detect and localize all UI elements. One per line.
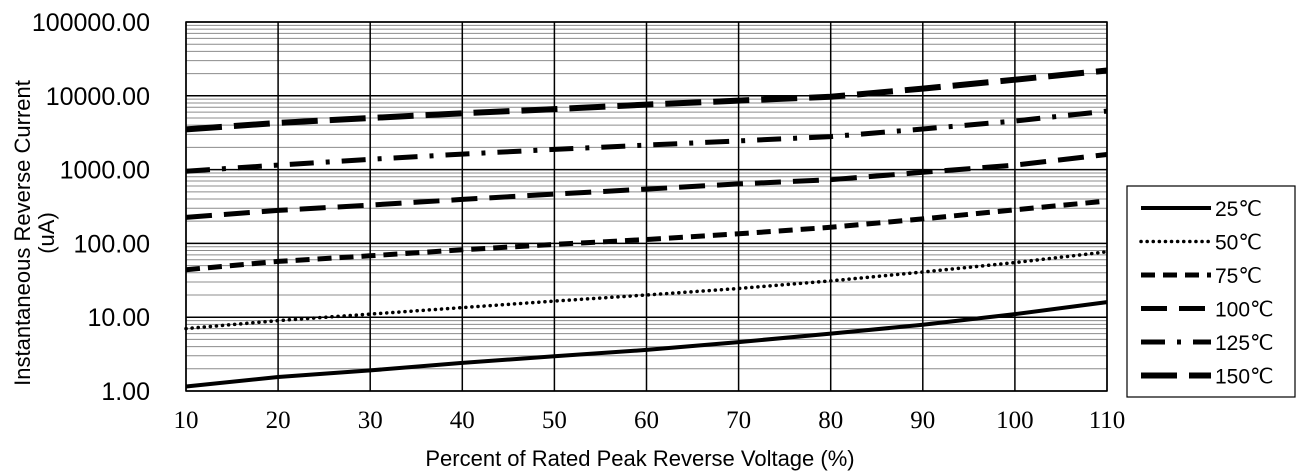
legend-label: 150℃ [1215, 366, 1274, 389]
x-tick-label: 90 [910, 407, 935, 434]
series-line-1 [185, 300, 1108, 389]
grid [185, 21, 1108, 392]
x-tick-label: 20 [266, 407, 291, 434]
legend-label: 100℃ [1215, 299, 1274, 322]
series-line-4 [185, 152, 1108, 220]
y-tick-label: 1000.00 [60, 157, 150, 185]
y-tick-labels: 1.00 10.00 100.00 1000.00 10000.00 100000.00 [32, 9, 150, 406]
legend-box [1126, 185, 1296, 398]
y-tick-label: 1.00 [101, 378, 150, 406]
plot-border [185, 21, 1108, 392]
plot-area [185, 21, 1108, 392]
y-axis-title-unit: (uA) [34, 212, 59, 254]
legend-label: 75℃ [1215, 265, 1262, 288]
legend-label: 25℃ [1215, 198, 1262, 221]
x-tick-label: 80 [818, 407, 843, 434]
y-axis-title: Instantaneous Reverse Current [10, 80, 35, 386]
series-layer [184, 67, 1109, 389]
legend: 25℃ 50℃ 75℃ 100℃ 125℃ 150℃ [1126, 185, 1296, 398]
x-tick-label: 10 [174, 407, 199, 434]
x-axis-title: Percent of Rated Peak Reverse Voltage (%… [425, 446, 854, 471]
y-tick-label: 10000.00 [46, 83, 150, 111]
y-tick-label: 100000.00 [32, 9, 150, 37]
x-tick-label: 50 [542, 407, 567, 434]
x-tick-label: 110 [1089, 407, 1126, 434]
x-tick-labels: 10 20 30 40 50 60 70 80 90 100 110 [174, 407, 1126, 434]
legend-label: 125℃ [1215, 332, 1274, 355]
x-tick-label: 100 [996, 407, 1034, 434]
x-tick-label: 70 [726, 407, 751, 434]
x-tick-label: 40 [450, 407, 475, 434]
series-line-6 [185, 67, 1108, 133]
x-tick-label: 30 [358, 407, 383, 434]
x-tick-label: 60 [634, 407, 659, 434]
y-tick-label: 100.00 [74, 230, 150, 258]
legend-label: 50℃ [1215, 232, 1262, 255]
series-line-2 [184, 250, 1109, 331]
y-tick-label: 10.00 [87, 304, 150, 332]
